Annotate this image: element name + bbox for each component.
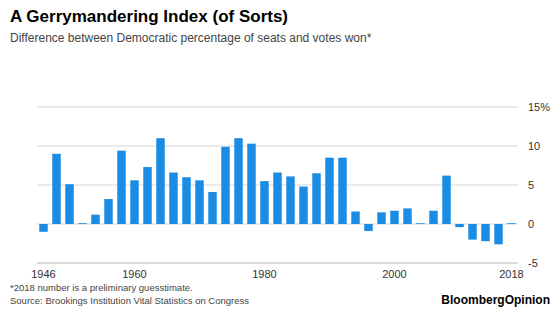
bar bbox=[78, 223, 86, 225]
brand: BloombergOpinion bbox=[441, 293, 550, 307]
bar bbox=[65, 184, 73, 224]
bar bbox=[234, 138, 242, 224]
bar bbox=[338, 158, 346, 224]
y-tick-label: 10 bbox=[528, 140, 540, 152]
bar bbox=[481, 224, 489, 241]
bar bbox=[416, 223, 424, 225]
y-tick-labels: -5 0 5 10 15% bbox=[528, 101, 550, 269]
y-tick-label: -5 bbox=[528, 257, 538, 269]
x-tick-label: 1960 bbox=[122, 268, 146, 280]
bar bbox=[455, 224, 463, 227]
chart: A Gerrymandering Index (of Sorts) Differe… bbox=[0, 0, 560, 317]
bar bbox=[182, 177, 190, 224]
bar bbox=[286, 176, 294, 224]
bar bbox=[117, 151, 125, 224]
bar bbox=[403, 208, 411, 224]
bar bbox=[351, 212, 359, 224]
bar bbox=[377, 212, 385, 224]
page: {"chart_data": { "type": "bar", "title":… bbox=[0, 0, 560, 317]
y-tick-label: 0 bbox=[528, 218, 534, 230]
x-tick-label: 1946 bbox=[31, 268, 55, 280]
bar bbox=[221, 147, 229, 224]
bar bbox=[39, 224, 47, 232]
bar bbox=[468, 224, 476, 240]
title: A Gerrymandering Index (of Sorts) bbox=[10, 7, 288, 26]
bar bbox=[143, 167, 151, 224]
bar bbox=[208, 192, 216, 224]
bar bbox=[312, 173, 320, 224]
x-tick-label: 2018 bbox=[499, 268, 523, 280]
x-tick-labels: 1946 1960 1980 2000 2018 bbox=[31, 268, 523, 280]
bar bbox=[156, 138, 164, 224]
y-tick-label: 15% bbox=[528, 101, 550, 113]
bar bbox=[364, 224, 372, 231]
x-tick-label: 1980 bbox=[252, 268, 276, 280]
grid-line bbox=[37, 107, 518, 108]
bar bbox=[429, 211, 437, 224]
footnote: *2018 number is a preliminary guesstimat… bbox=[10, 282, 193, 293]
bar bbox=[299, 187, 307, 224]
bar bbox=[52, 154, 60, 224]
grid-line bbox=[37, 146, 518, 147]
grid bbox=[37, 107, 518, 263]
bar bbox=[507, 223, 515, 225]
subtitle: Difference between Democratic percentage… bbox=[10, 31, 372, 45]
bar bbox=[130, 180, 138, 224]
bar bbox=[169, 173, 177, 224]
bar bbox=[247, 144, 255, 224]
grid-line bbox=[37, 263, 518, 264]
bar bbox=[494, 224, 502, 244]
x-axis-line bbox=[37, 263, 518, 264]
bars bbox=[39, 138, 515, 244]
bar bbox=[195, 180, 203, 224]
bar bbox=[390, 211, 398, 224]
bar bbox=[104, 199, 112, 224]
y-tick-label: 5 bbox=[528, 179, 534, 191]
bar bbox=[325, 158, 333, 224]
source: Source: Brookings Institution Vital Stat… bbox=[10, 295, 249, 306]
bar bbox=[442, 176, 450, 224]
bar bbox=[91, 215, 99, 224]
bar bbox=[260, 181, 268, 224]
bar bbox=[273, 173, 281, 224]
x-tick-label: 2000 bbox=[382, 268, 406, 280]
